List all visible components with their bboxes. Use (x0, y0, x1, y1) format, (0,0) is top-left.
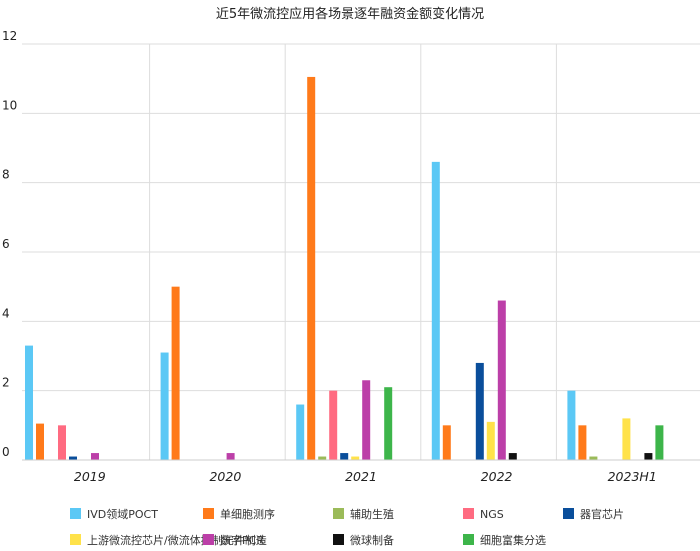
bar (25, 345, 33, 460)
bar (589, 456, 598, 460)
legend-item: 单细胞测序 (203, 507, 275, 521)
y-tick-label: 6 (2, 237, 10, 251)
bar (578, 425, 587, 460)
y-tick-label: 10 (2, 98, 17, 112)
legend-label: NGS (480, 508, 504, 521)
bar (36, 423, 44, 460)
bar (475, 362, 484, 460)
x-category-label: 2022 (481, 469, 513, 484)
legend-swatch (563, 508, 574, 519)
y-tick-label: 2 (2, 376, 10, 390)
grid (22, 43, 700, 461)
legend: IVD领域POCT 单细胞测序 辅助生殖 NGS 器官芯片上游微流控芯片/微流体控制元件… (70, 507, 624, 547)
bar (69, 456, 77, 460)
legend-swatch (333, 534, 344, 545)
bar (486, 421, 495, 460)
bar (655, 425, 664, 460)
bar (431, 161, 440, 460)
bar (384, 387, 393, 460)
legend-label: 细胞富集分选 (480, 533, 546, 547)
bar (567, 390, 576, 460)
legend-item: 细胞富集分选 (463, 533, 546, 547)
legend-item: 上游微流控芯片/微流体控制元件制造 (70, 533, 267, 547)
bar (226, 453, 235, 460)
bar (307, 76, 316, 460)
legend-swatch (203, 534, 214, 545)
legend-label: 器官芯片 (580, 507, 624, 521)
legend-item: 数字PCR (203, 533, 264, 547)
bar (644, 453, 653, 460)
bar (442, 425, 451, 460)
bar (58, 425, 66, 460)
bar (340, 453, 349, 460)
bar (171, 286, 180, 460)
legend-swatch (203, 508, 214, 519)
bar (160, 352, 169, 460)
x-category-label: 2023H1 (608, 469, 657, 484)
legend-item: 辅助生殖 (333, 507, 394, 521)
legend-item: 微球制备 (333, 533, 394, 547)
x-category-label: 2020 (209, 469, 241, 484)
legend-swatch (463, 508, 474, 519)
y-tick-label: 4 (2, 306, 10, 320)
bar (622, 418, 631, 460)
legend-item: IVD领域POCT (70, 508, 158, 521)
legend-swatch (70, 534, 81, 545)
bar (362, 380, 371, 460)
legend-label: 单细胞测序 (220, 507, 275, 521)
y-tick-label: 8 (2, 168, 10, 182)
bar (91, 453, 99, 460)
bar (351, 456, 360, 460)
legend-label: IVD领域POCT (87, 508, 158, 521)
legend-item: 器官芯片 (563, 507, 624, 521)
bar (318, 456, 327, 460)
legend-swatch (463, 534, 474, 545)
legend-swatch (333, 508, 344, 519)
legend-swatch (70, 508, 81, 519)
y-tick-label: 12 (2, 29, 17, 43)
bar (508, 453, 517, 460)
chart-title: 近5年微流控应用各场景逐年融资金额变化情况 (216, 6, 484, 22)
bars (25, 76, 664, 460)
x-category-label: 2019 (74, 469, 106, 484)
x-category-label: 2021 (345, 469, 377, 484)
legend-label: 数字PCR (220, 533, 264, 547)
axis: 0 2 4 6 8 10 12 2019 2020 2021 2022 2023H1 (2, 29, 700, 484)
legend-label: 辅助生殖 (350, 507, 394, 521)
legend-label: 上游微流控芯片/微流体控制元件制造 (87, 533, 267, 547)
legend-item: NGS (463, 508, 504, 521)
bar (329, 390, 338, 460)
bar (497, 300, 506, 460)
y-tick-label: 0 (2, 445, 10, 459)
legend-label: 微球制备 (350, 533, 394, 547)
bar (296, 404, 305, 460)
